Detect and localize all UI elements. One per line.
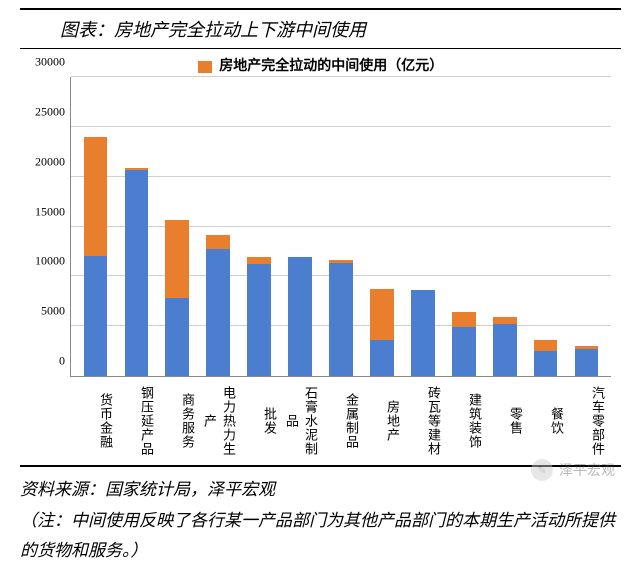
bar [247,257,271,376]
bar-overlay-segment [493,317,517,324]
bar-base-segment [288,257,312,376]
bar [125,168,149,376]
bar-base-segment [125,170,149,376]
bar-slot [361,77,402,376]
bar-overlay-segment [247,257,271,264]
legend: 房地产完全拉动的中间使用（亿元） [20,49,621,77]
x-tick-label: 零售 [484,381,525,461]
x-tick-label: 汽车零部件 [566,381,607,461]
watermark-text: 泽平宏观 [559,460,615,480]
bar-slot [75,77,116,376]
bar-slot [525,77,566,376]
watermark: ✎ 泽平宏观 [531,459,615,481]
x-tick-label: 金属制品 [320,381,361,461]
x-axis-labels: 货币金融钢压延产品商务服务电力热力生产批发石膏水泥制品金属制品房地产砖瓦等建材建… [70,377,611,461]
x-tick-label: 餐饮 [525,381,566,461]
y-tick-label: 10000 [35,254,65,269]
bar-base-segment [206,249,230,376]
bar-slot [198,77,239,376]
note-text: （注：中间使用反映了各行某一产品部门为其他产品部门的本期生产活动所提供的货物和服… [20,506,621,567]
bar-base-segment [493,324,517,376]
x-tick-label: 钢压延产品 [115,381,156,461]
x-tick-label: 房地产 [361,381,402,461]
y-tick-label: 25000 [35,104,65,119]
bar-slot [116,77,157,376]
bar [370,289,394,376]
x-tick-label: 商务服务 [156,381,197,461]
bar-base-segment [84,256,108,376]
y-tick-label: 0 [59,354,65,369]
bar [84,137,108,376]
watermark-icon: ✎ [531,459,553,481]
legend-swatch [198,61,212,73]
y-tick-label: 15000 [35,204,65,219]
bar [452,312,476,376]
bar [165,220,189,376]
bar-slot [443,77,484,376]
bar [575,346,599,376]
chart-plot-area: 050001000015000200002500030000 [70,77,611,377]
bar-slot [239,77,280,376]
x-tick-label: 货币金融 [74,381,115,461]
y-tick-label: 30000 [35,55,65,70]
bar-base-segment [534,351,558,376]
bar-slot [321,77,362,376]
bar [493,317,517,376]
bar-overlay-segment [370,289,394,340]
bar-base-segment [329,263,353,376]
x-tick-label: 石膏水泥制品 [279,381,320,461]
bar-overlay-segment [84,137,108,257]
bar-slot [280,77,321,376]
x-tick-label: 砖瓦等建材 [402,381,443,461]
bar-base-segment [247,264,271,376]
bars-container [71,77,611,376]
bar-overlay-segment [452,312,476,327]
bar [288,257,312,376]
y-tick-label: 20000 [35,154,65,169]
bar-base-segment [411,290,435,376]
bar-base-segment [370,340,394,376]
bar-slot [402,77,443,376]
bar-slot [566,77,607,376]
chart-title: 图表：房地产完全拉动上下游中间使用 [20,8,621,49]
bar-slot [157,77,198,376]
bar [534,340,558,376]
bar-base-segment [452,327,476,376]
legend-label: 房地产完全拉动的中间使用（亿元） [219,59,443,74]
bar [329,260,353,376]
bar-base-segment [165,298,189,376]
bar-slot [484,77,525,376]
x-tick-label: 电力热力生产 [197,381,238,461]
bar [411,290,435,376]
bar-overlay-segment [206,235,230,250]
x-tick-label: 建筑装饰 [443,381,484,461]
bar-base-segment [575,349,599,376]
y-tick-label: 5000 [41,304,65,319]
bar [206,235,230,377]
bar-overlay-segment [165,220,189,299]
x-tick-label: 批发 [238,381,279,461]
bar-overlay-segment [534,340,558,351]
